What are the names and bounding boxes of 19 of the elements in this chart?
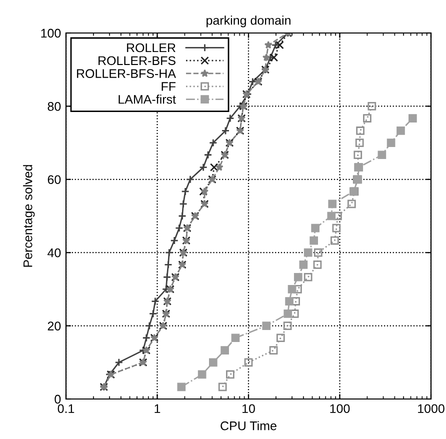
x-tick-label: 10 [242,404,255,414]
legend-label: ROLLER-BFS [98,56,176,66]
x-tick-label: 1000 [418,404,444,414]
y-tick-label: 0 [54,394,61,404]
y-axis-title: Percentage solved [23,165,35,267]
legend-label: ROLLER [127,43,176,52]
legend-label: FF [162,82,176,91]
y-tick-label: 100 [41,28,61,38]
x-tick-label: 100 [330,404,350,414]
legend-label: ROLLER-BFS-HA [77,69,176,78]
y-tick-label: 20 [48,322,61,330]
legend-label: LAMA-first [118,94,176,104]
x-axis-title: CPU Time [220,421,276,430]
y-tick-label: 60 [48,175,61,184]
y-tick-label: 40 [48,248,61,258]
y-tick-label: 80 [48,102,61,111]
x-tick-label: 1 [154,404,160,413]
chart-title: parking domain [206,16,290,28]
x-tick-label: 0.1 [58,404,74,414]
